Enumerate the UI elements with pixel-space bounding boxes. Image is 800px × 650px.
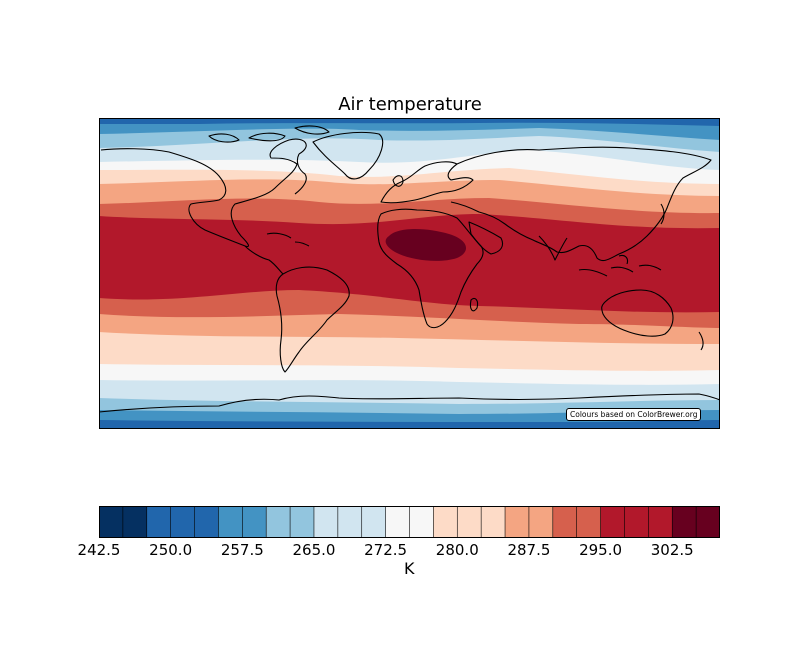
colorbar-swatch — [505, 506, 530, 538]
colorbar-swatch — [457, 506, 482, 538]
colorbar-swatch — [481, 506, 506, 538]
colorbar-swatch — [648, 506, 673, 538]
colorbar — [99, 506, 720, 538]
colorbar-swatch — [528, 506, 554, 538]
colorbar-swatch — [194, 506, 219, 538]
colorbar-tick-label: 280.0 — [435, 541, 479, 559]
colorbar-tick-label: 302.5 — [650, 541, 694, 559]
map-title: Air temperature — [338, 94, 482, 115]
colorbar-swatch — [576, 506, 601, 538]
colorbar-swatch — [337, 506, 363, 538]
colorbar-swatch — [361, 506, 386, 538]
hot-spot-sahara — [385, 229, 467, 261]
colorbar-swatch — [409, 506, 434, 538]
colorbar-tick-label: 295.0 — [579, 541, 623, 559]
colorbar-swatch — [385, 506, 410, 538]
colorbar-swatch — [552, 506, 577, 538]
colorbar-label: K — [404, 559, 415, 578]
colorbar-swatch — [433, 506, 458, 538]
colorbar-swatch — [696, 506, 720, 538]
colorbar-swatch — [313, 506, 339, 538]
colorbar-tick-label: 287.5 — [507, 541, 551, 559]
colorbar-swatch — [146, 506, 171, 538]
colorbar-swatch — [170, 506, 195, 538]
colorbar-swatch — [122, 506, 148, 538]
colorbar-swatch — [600, 506, 625, 538]
colorbar-swatch — [624, 506, 649, 538]
colorbar-tick-label: 257.5 — [220, 541, 264, 559]
colorbar-tick-label: 272.5 — [364, 541, 408, 559]
colorbar-swatch — [672, 506, 697, 538]
colorbar-swatch — [218, 506, 243, 538]
colorbar-swatch — [242, 506, 267, 538]
temperature-map — [99, 118, 720, 429]
colorbar-tick-label: 242.5 — [77, 541, 121, 559]
band-south-9 — [99, 420, 720, 429]
band-north-8 — [99, 118, 720, 140]
colorbar-tick-label: 250.0 — [149, 541, 193, 559]
colorbar-border — [99, 506, 720, 538]
credit-box: Colours based on ColorBrewer.org — [566, 408, 702, 421]
coastlines — [99, 125, 720, 413]
colorbar-tick-label: 265.0 — [292, 541, 336, 559]
colorbar-swatch — [99, 506, 124, 538]
band-north-9 — [99, 118, 720, 126]
colorbar-swatch — [266, 506, 291, 538]
colorbar-swatch — [290, 506, 315, 538]
